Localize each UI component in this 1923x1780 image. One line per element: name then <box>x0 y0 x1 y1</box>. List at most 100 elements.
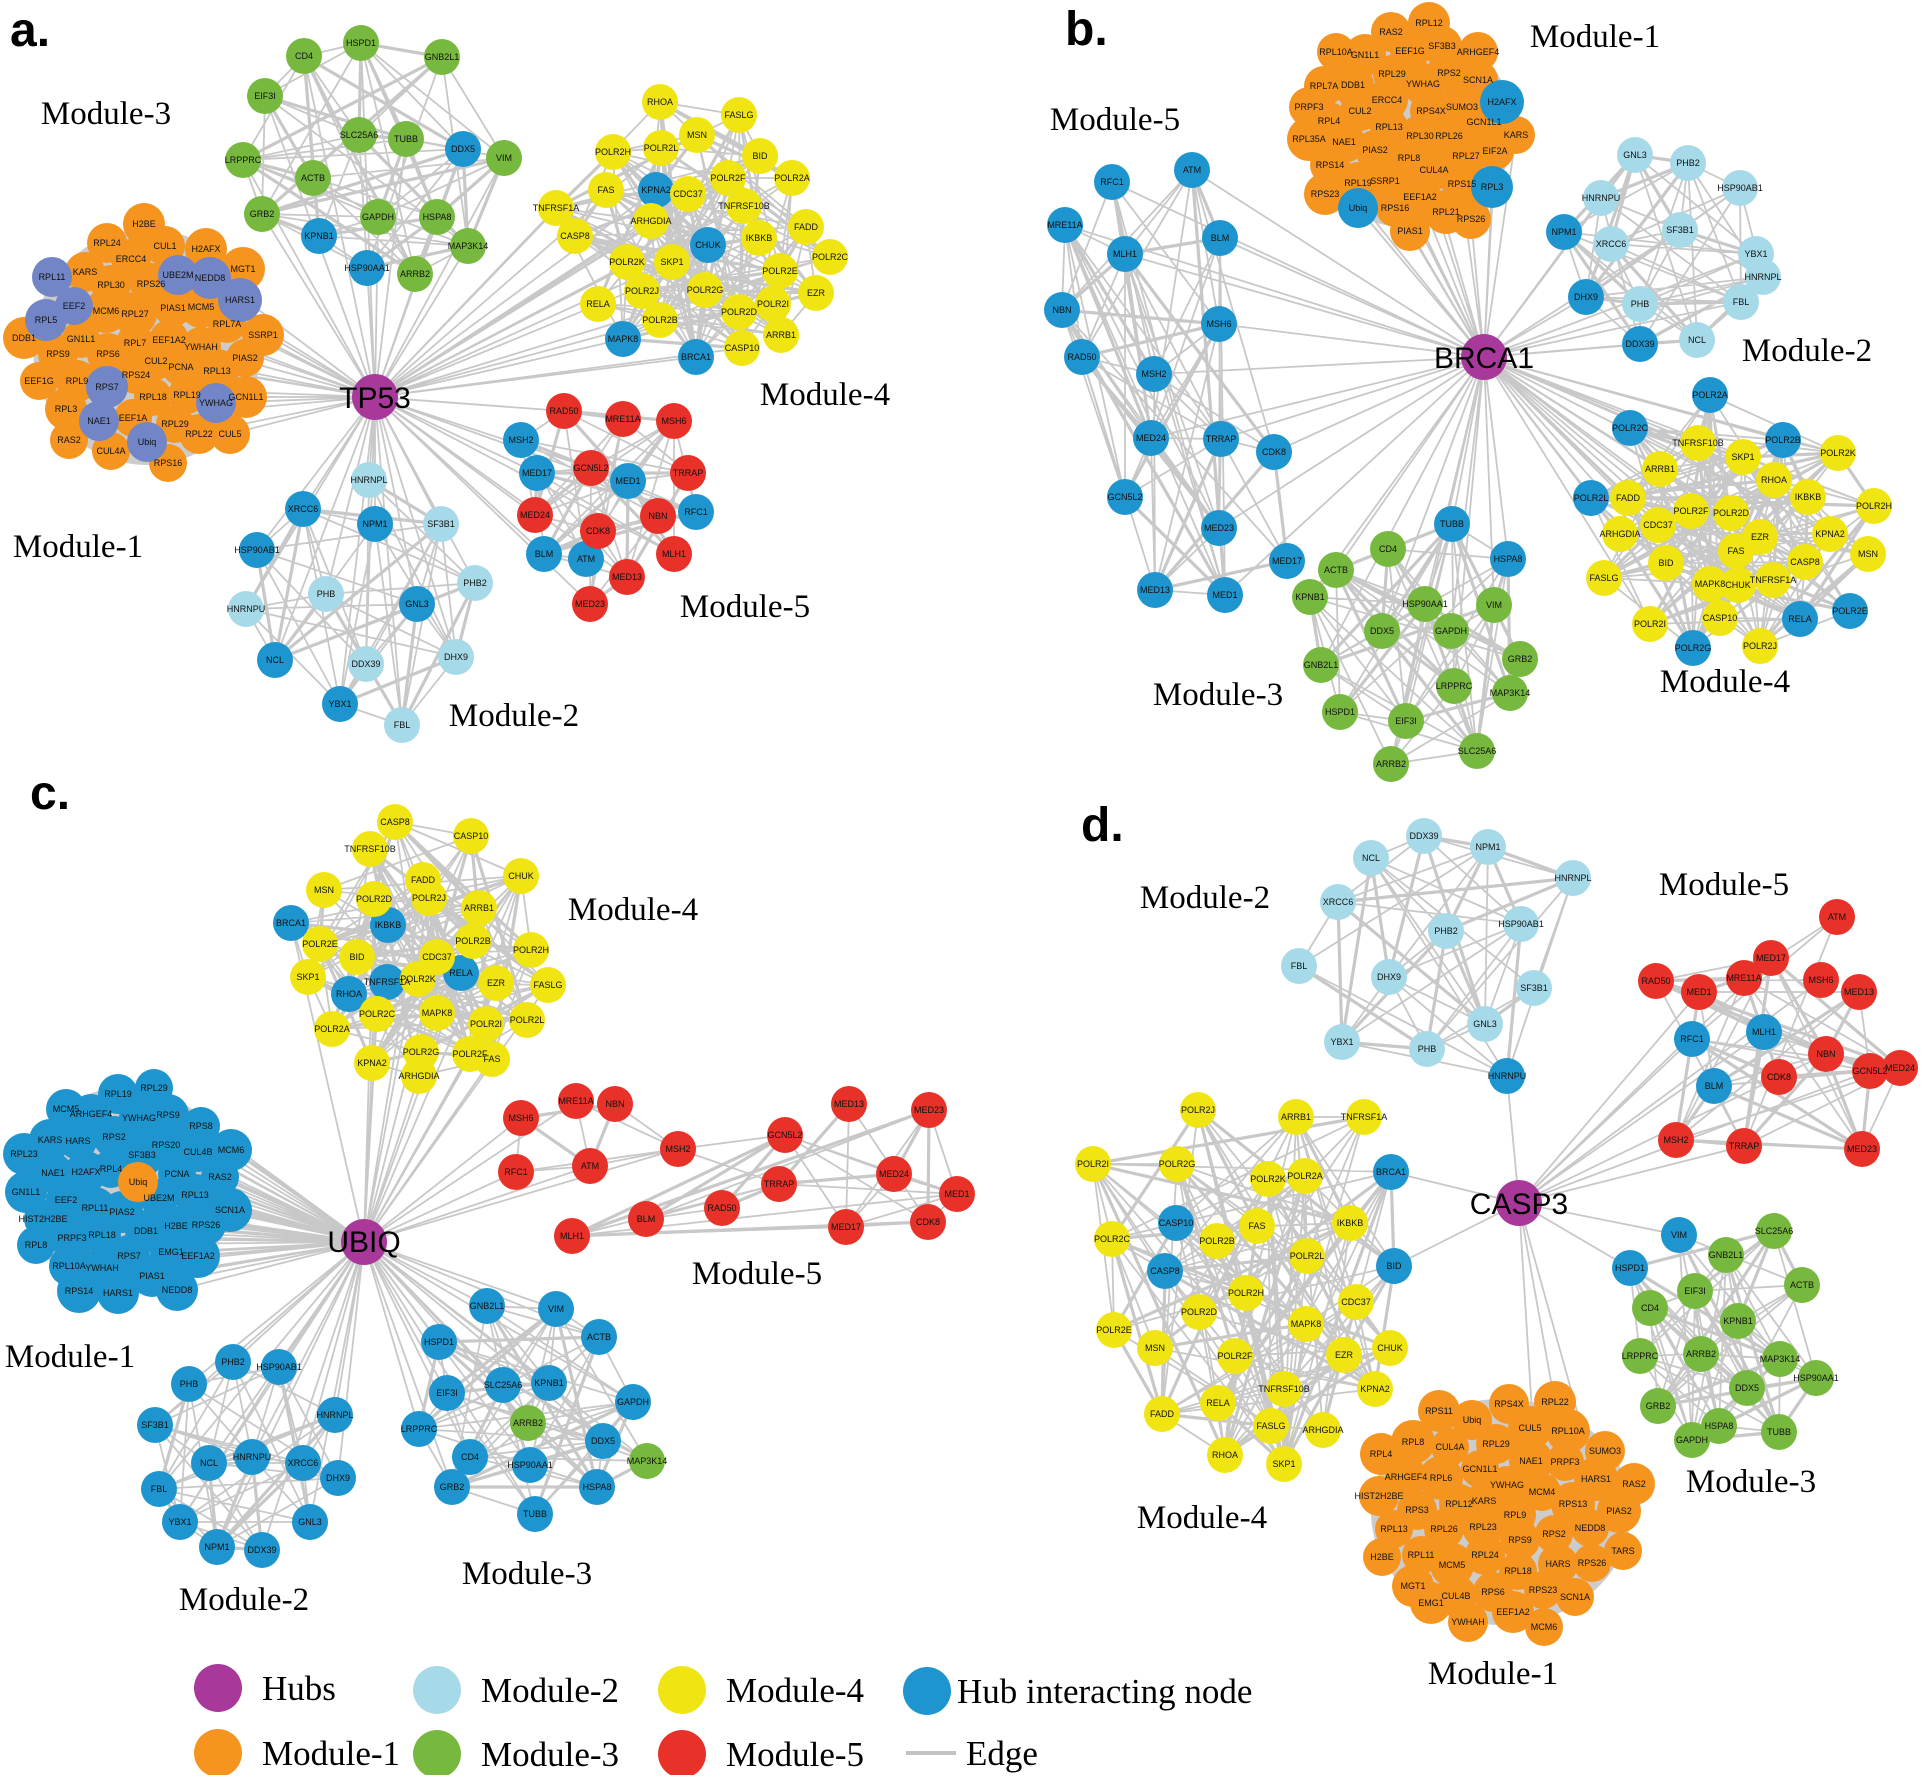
svg-text:EZR: EZR <box>1751 532 1770 542</box>
svg-text:PRPF3: PRPF3 <box>1294 102 1323 112</box>
svg-text:RFC1: RFC1 <box>1100 177 1124 187</box>
svg-text:BID: BID <box>1658 558 1674 568</box>
svg-text:GNL3: GNL3 <box>1623 150 1647 160</box>
svg-text:EEF1A2: EEF1A2 <box>1496 1607 1530 1617</box>
svg-text:MCM4: MCM4 <box>1529 1487 1556 1497</box>
svg-text:SCN1A: SCN1A <box>1560 1592 1590 1602</box>
svg-text:POLR2C: POLR2C <box>812 252 849 262</box>
svg-text:MED24: MED24 <box>1136 433 1166 443</box>
svg-text:EIF3I: EIF3I <box>254 91 276 101</box>
svg-text:MAPK8: MAPK8 <box>1291 1319 1322 1329</box>
svg-text:CDK8: CDK8 <box>1767 1072 1791 1082</box>
svg-text:FASLG: FASLG <box>1256 1421 1285 1431</box>
svg-text:RAD50: RAD50 <box>1067 352 1096 362</box>
svg-text:HARS1: HARS1 <box>1581 1474 1611 1484</box>
svg-text:POLR2J: POLR2J <box>412 893 446 903</box>
svg-text:HSPA8: HSPA8 <box>1494 554 1523 564</box>
svg-text:POLR2B: POLR2B <box>642 315 678 325</box>
svg-text:RPL30: RPL30 <box>1406 131 1434 141</box>
svg-text:RPS14: RPS14 <box>1316 160 1345 170</box>
svg-text:YWHAH: YWHAH <box>85 1263 119 1273</box>
svg-text:KARS: KARS <box>73 267 98 277</box>
svg-text:ARRB2: ARRB2 <box>1686 1349 1716 1359</box>
svg-text:CD4: CD4 <box>1379 544 1397 554</box>
svg-text:HNRNPL: HNRNPL <box>1744 272 1781 282</box>
svg-text:RPL7: RPL7 <box>124 338 147 348</box>
svg-text:MCM6: MCM6 <box>93 306 120 316</box>
svg-text:SLC25A6: SLC25A6 <box>340 130 379 140</box>
svg-text:PHB2: PHB2 <box>221 1357 245 1367</box>
svg-text:CD4: CD4 <box>461 1452 479 1462</box>
svg-text:PIAS2: PIAS2 <box>232 353 258 363</box>
svg-text:EEF1G: EEF1G <box>1395 46 1425 56</box>
svg-text:FASLG: FASLG <box>1589 573 1618 583</box>
svg-text:PHB: PHB <box>180 1379 199 1389</box>
svg-text:RPS9: RPS9 <box>1508 1535 1532 1545</box>
svg-text:RAS2: RAS2 <box>208 1172 232 1182</box>
svg-text:TNFRSF1A: TNFRSF1A <box>1750 575 1797 585</box>
svg-text:EEF2: EEF2 <box>63 301 86 311</box>
svg-text:CASP8: CASP8 <box>1150 1266 1180 1276</box>
svg-text:ARRB1: ARRB1 <box>1281 1112 1311 1122</box>
svg-text:UBE2M: UBE2M <box>143 1193 174 1203</box>
svg-text:Ubiq: Ubiq <box>138 437 157 447</box>
svg-text:HNRNPU: HNRNPU <box>1582 193 1621 203</box>
svg-text:CUL4A: CUL4A <box>1419 165 1448 175</box>
svg-text:PHB2: PHB2 <box>1434 926 1458 936</box>
svg-text:HSPA8: HSPA8 <box>1705 1421 1734 1431</box>
svg-text:MED24: MED24 <box>879 1169 909 1179</box>
svg-text:HSP90AA1: HSP90AA1 <box>1793 1373 1839 1383</box>
svg-text:MSH2: MSH2 <box>665 1144 690 1154</box>
svg-text:RPL10A: RPL10A <box>52 1261 86 1271</box>
svg-text:POLR2I: POLR2I <box>1634 619 1666 629</box>
svg-text:YBX1: YBX1 <box>1744 249 1767 259</box>
svg-text:Module-4: Module-4 <box>760 377 890 413</box>
svg-text:RPS6: RPS6 <box>1481 1587 1505 1597</box>
svg-text:H2AFX: H2AFX <box>1487 97 1516 107</box>
svg-text:POLR2I: POLR2I <box>1077 1159 1109 1169</box>
svg-text:CDC37: CDC37 <box>673 189 703 199</box>
svg-text:HSP90AA1: HSP90AA1 <box>507 1460 553 1470</box>
svg-text:MSN: MSN <box>687 130 707 140</box>
svg-text:EZR: EZR <box>807 288 826 298</box>
svg-text:RPL10A: RPL10A <box>1319 47 1353 57</box>
svg-text:MED24: MED24 <box>520 510 550 520</box>
svg-text:GNB2L1: GNB2L1 <box>425 52 460 62</box>
svg-text:RPL29: RPL29 <box>140 1083 168 1093</box>
svg-text:POLR2K: POLR2K <box>609 257 645 267</box>
svg-text:RPS23: RPS23 <box>1529 1585 1558 1595</box>
svg-text:H2BE: H2BE <box>132 219 156 229</box>
svg-text:RAS2: RAS2 <box>1622 1479 1646 1489</box>
svg-text:POLR2A: POLR2A <box>1287 1171 1323 1181</box>
svg-text:Module-1: Module-1 <box>13 529 143 565</box>
svg-text:DDX5: DDX5 <box>1735 1383 1759 1393</box>
svg-text:MRE11A: MRE11A <box>605 414 640 424</box>
svg-text:EMG1: EMG1 <box>1418 1598 1444 1608</box>
svg-text:POLR2F: POLR2F <box>710 173 746 183</box>
svg-text:YBX1: YBX1 <box>328 699 351 709</box>
svg-text:EIF2A: EIF2A <box>1482 146 1507 156</box>
svg-text:FADD: FADD <box>794 222 819 232</box>
svg-text:Edge: Edge <box>966 1734 1038 1773</box>
svg-text:CDK8: CDK8 <box>916 1217 940 1227</box>
svg-text:MSN: MSN <box>314 885 334 895</box>
svg-text:FADD: FADD <box>1616 493 1641 503</box>
svg-text:MCM5: MCM5 <box>188 302 215 312</box>
svg-text:TNFRSF1A: TNFRSF1A <box>1341 1112 1388 1122</box>
svg-text:BID: BID <box>1386 1261 1402 1271</box>
svg-text:KARS: KARS <box>1504 130 1529 140</box>
svg-text:PIAS1: PIAS1 <box>139 1271 165 1281</box>
svg-text:CASP8: CASP8 <box>560 231 590 241</box>
svg-text:HIST2H2BE: HIST2H2BE <box>18 1214 67 1224</box>
svg-text:CASP10: CASP10 <box>725 343 760 353</box>
svg-text:Module-4: Module-4 <box>568 892 698 928</box>
svg-text:MAPK8: MAPK8 <box>608 334 639 344</box>
svg-text:SKP1: SKP1 <box>296 972 319 982</box>
svg-text:RPL18: RPL18 <box>1504 1566 1532 1576</box>
svg-text:RPL24: RPL24 <box>1471 1550 1499 1560</box>
svg-text:MED1: MED1 <box>615 476 640 486</box>
svg-text:UBE2M: UBE2M <box>162 270 193 280</box>
svg-text:BID: BID <box>349 952 365 962</box>
svg-text:H2AFX: H2AFX <box>71 1167 100 1177</box>
svg-text:SF3B1: SF3B1 <box>141 1420 169 1430</box>
